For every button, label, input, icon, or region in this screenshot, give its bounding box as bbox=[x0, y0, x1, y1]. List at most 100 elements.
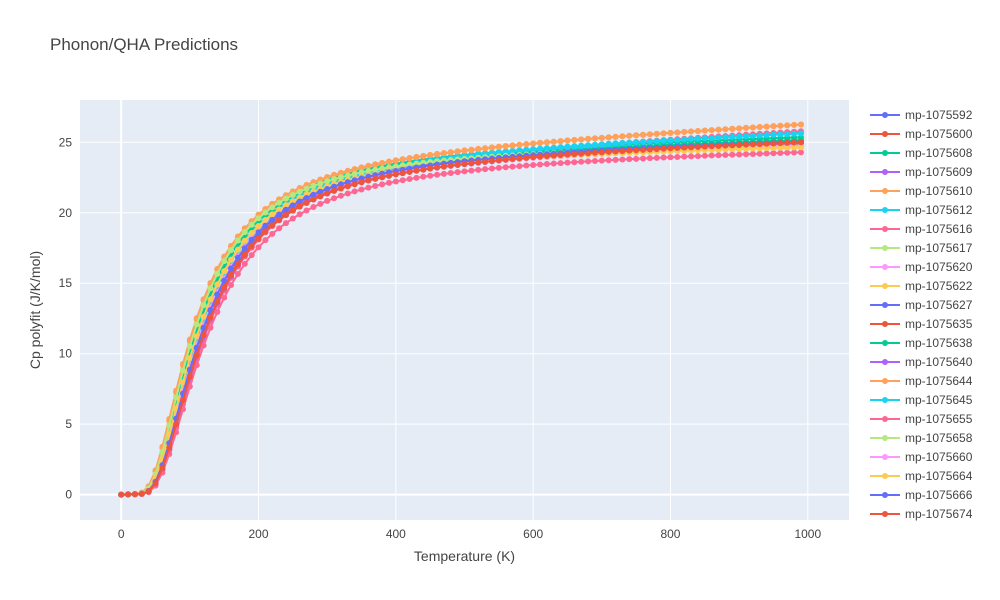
data-point bbox=[777, 144, 784, 151]
data-point bbox=[214, 281, 221, 288]
data-point bbox=[550, 138, 557, 145]
data-point bbox=[317, 200, 324, 207]
data-point bbox=[228, 265, 235, 272]
data-point bbox=[749, 141, 756, 148]
data-point bbox=[543, 139, 550, 146]
data-point bbox=[296, 198, 303, 205]
data-point bbox=[681, 153, 688, 160]
legend-marker bbox=[882, 321, 888, 327]
legend-item-mp-1075620[interactable]: mp-1075620 bbox=[870, 260, 973, 274]
data-point bbox=[633, 147, 640, 154]
data-point bbox=[749, 150, 756, 157]
legend-item-mp-1075666[interactable]: mp-1075666 bbox=[870, 488, 973, 502]
data-point bbox=[413, 174, 420, 181]
legend-item-mp-1075658[interactable]: mp-1075658 bbox=[870, 431, 973, 445]
data-point bbox=[619, 156, 626, 163]
data-point bbox=[248, 221, 255, 228]
data-point bbox=[701, 135, 708, 142]
data-point bbox=[255, 235, 262, 242]
legend-label: mp-1075592 bbox=[905, 108, 973, 122]
data-point bbox=[770, 150, 777, 157]
data-point bbox=[550, 145, 557, 152]
data-point bbox=[372, 166, 379, 173]
data-point bbox=[550, 160, 557, 167]
data-point bbox=[434, 171, 441, 178]
legend-marker bbox=[882, 454, 888, 460]
data-point bbox=[207, 324, 214, 331]
data-point bbox=[660, 154, 667, 161]
data-point bbox=[578, 150, 585, 157]
series-line bbox=[121, 151, 801, 496]
data-point bbox=[324, 190, 331, 197]
data-point bbox=[420, 166, 427, 173]
data-point bbox=[276, 225, 283, 232]
data-point bbox=[337, 192, 344, 199]
data-point bbox=[399, 156, 406, 163]
data-point bbox=[777, 122, 784, 129]
data-point bbox=[344, 168, 351, 175]
data-point bbox=[303, 207, 310, 214]
legend-item-mp-1075609[interactable]: mp-1075609 bbox=[870, 165, 973, 179]
data-point bbox=[591, 135, 598, 142]
data-point bbox=[530, 154, 537, 161]
legend-item-mp-1075612[interactable]: mp-1075612 bbox=[870, 203, 973, 217]
legend-marker bbox=[882, 378, 888, 384]
data-point bbox=[241, 229, 248, 236]
series-mp-1075644 bbox=[118, 121, 804, 498]
data-point bbox=[482, 158, 489, 165]
data-point bbox=[701, 143, 708, 150]
data-point bbox=[262, 228, 269, 235]
legend-item-mp-1075635[interactable]: mp-1075635 bbox=[870, 317, 973, 331]
data-point bbox=[228, 272, 235, 279]
legend-label: mp-1075666 bbox=[905, 488, 973, 502]
data-point bbox=[454, 169, 461, 176]
data-point bbox=[186, 373, 193, 380]
legend-item-mp-1075644[interactable]: mp-1075644 bbox=[870, 374, 973, 388]
x-tick-label: 0 bbox=[118, 527, 125, 541]
data-point bbox=[358, 179, 365, 186]
legend-item-mp-1075640[interactable]: mp-1075640 bbox=[870, 355, 973, 369]
legend-item-mp-1075655[interactable]: mp-1075655 bbox=[870, 412, 973, 426]
legend-item-mp-1075674[interactable]: mp-1075674 bbox=[870, 507, 973, 521]
data-point bbox=[626, 156, 633, 163]
data-point bbox=[633, 139, 640, 146]
data-point bbox=[193, 333, 200, 340]
data-point bbox=[571, 151, 578, 158]
legend-item-mp-1075645[interactable]: mp-1075645 bbox=[870, 393, 973, 407]
data-point bbox=[173, 421, 180, 428]
data-point bbox=[495, 157, 502, 164]
data-point bbox=[743, 151, 750, 158]
data-point bbox=[193, 352, 200, 359]
legend-item-mp-1075664[interactable]: mp-1075664 bbox=[870, 469, 973, 483]
legend-item-mp-1075600[interactable]: mp-1075600 bbox=[870, 127, 973, 141]
data-point bbox=[640, 155, 647, 162]
legend-item-mp-1075638[interactable]: mp-1075638 bbox=[870, 336, 973, 350]
legend-item-mp-1075627[interactable]: mp-1075627 bbox=[870, 298, 973, 312]
data-point bbox=[667, 137, 674, 144]
data-point bbox=[420, 153, 427, 160]
data-point bbox=[289, 202, 296, 209]
legend-item-mp-1075660[interactable]: mp-1075660 bbox=[870, 450, 973, 464]
data-point bbox=[543, 153, 550, 160]
data-point bbox=[228, 247, 235, 254]
legend-item-mp-1075610[interactable]: mp-1075610 bbox=[870, 184, 973, 198]
data-point bbox=[282, 206, 289, 213]
data-point bbox=[392, 171, 399, 178]
data-point bbox=[351, 188, 358, 195]
data-point bbox=[269, 230, 276, 237]
grid bbox=[80, 100, 849, 520]
data-point bbox=[406, 176, 413, 182]
data-point bbox=[351, 170, 358, 177]
data-point bbox=[221, 268, 228, 275]
data-point bbox=[241, 237, 248, 244]
data-point bbox=[262, 216, 269, 223]
legend-marker bbox=[882, 226, 888, 232]
data-point bbox=[619, 148, 626, 155]
data-point bbox=[344, 183, 351, 190]
legend-item-mp-1075622[interactable]: mp-1075622 bbox=[870, 279, 973, 293]
legend-item-mp-1075592[interactable]: mp-1075592 bbox=[870, 108, 973, 122]
legend-item-mp-1075608[interactable]: mp-1075608 bbox=[870, 146, 973, 160]
data-point bbox=[784, 122, 791, 129]
legend-item-mp-1075616[interactable]: mp-1075616 bbox=[870, 222, 973, 236]
legend-item-mp-1075617[interactable]: mp-1075617 bbox=[870, 241, 973, 255]
